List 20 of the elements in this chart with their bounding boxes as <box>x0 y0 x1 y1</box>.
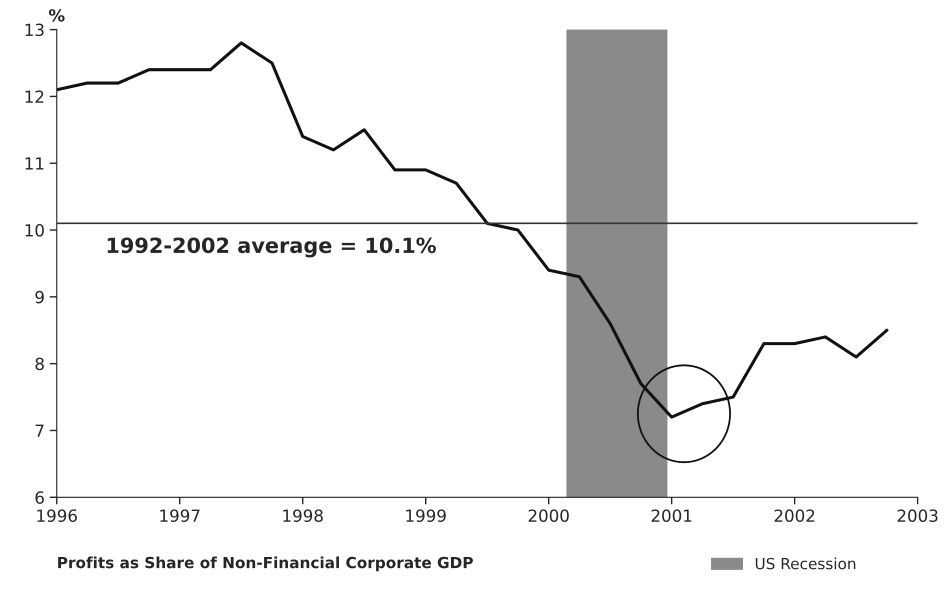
x-tick-label: 2001 <box>652 509 692 522</box>
ref-line-label: 1992-2002 average = 10.1% <box>108 237 436 258</box>
y-tick-label: 13 <box>26 24 44 36</box>
x-tick-label: 1999 <box>406 509 446 522</box>
y-tick-label: 8 <box>35 358 44 370</box>
x-tick-label: 2002 <box>774 509 814 522</box>
x-tick-label: 2000 <box>528 509 569 522</box>
x-tick-label: 1998 <box>283 509 323 522</box>
x-tick-label: 1997 <box>160 509 200 522</box>
y-tick-label: 9 <box>35 290 44 304</box>
legend-label: US Recession <box>756 558 856 570</box>
y-axis-title: % <box>48 9 65 22</box>
y-tick-label: 11 <box>26 157 44 170</box>
x-tick-label: 1996 <box>37 509 77 522</box>
y-tick-label: 10 <box>26 224 44 237</box>
x-tick-label: 2003 <box>898 509 938 522</box>
text: Profits as Share of Non-Financial Corporate GDP <box>58 556 473 572</box>
y-tick-label: 6 <box>36 491 44 504</box>
y-tick-label: 7 <box>36 424 44 437</box>
y-tick-label: 12 <box>26 90 44 103</box>
